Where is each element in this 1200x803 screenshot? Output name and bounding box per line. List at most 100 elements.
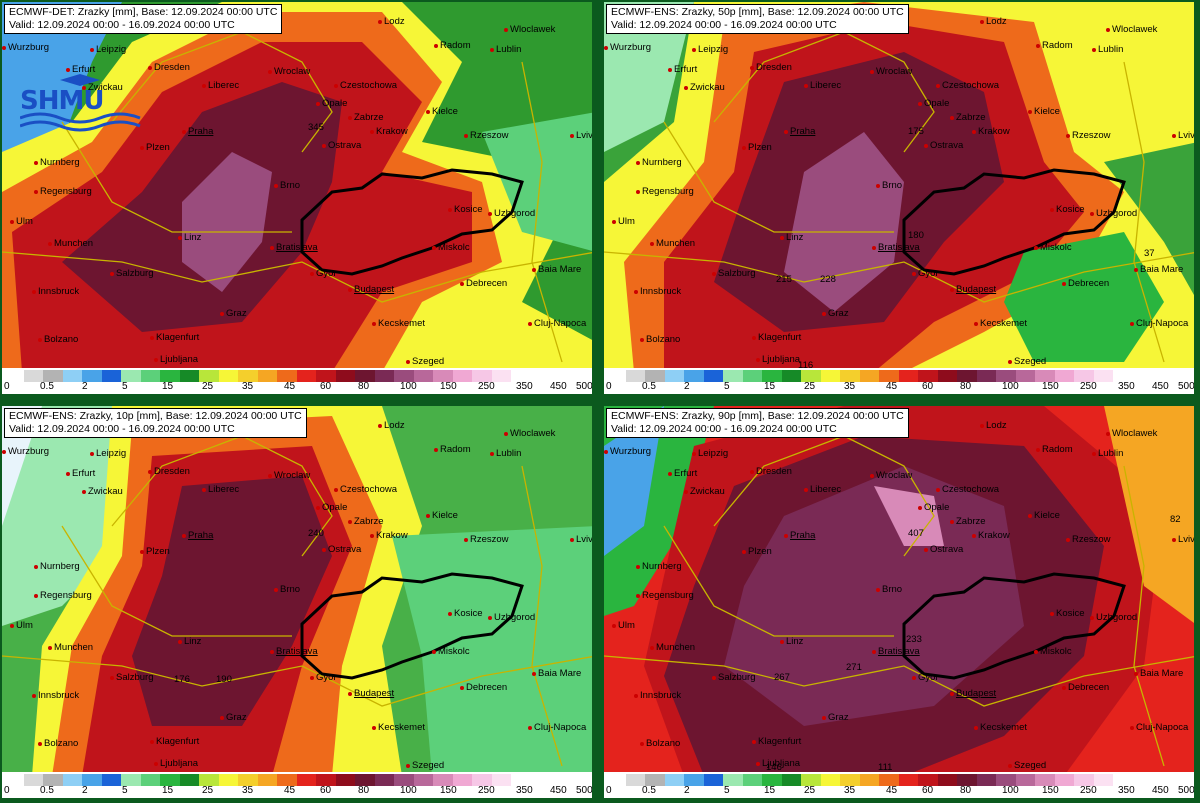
- city-label: Innsbruck: [31, 690, 80, 701]
- city-label: Uzhgorod: [487, 208, 536, 219]
- legend-swatch: [335, 774, 355, 786]
- city-label: Klagenfurt: [149, 332, 200, 343]
- legend-swatch: [664, 774, 684, 786]
- legend-swatch: [645, 774, 665, 786]
- max-value-label: 111: [878, 762, 893, 773]
- city-label: Zwickau: [684, 486, 725, 497]
- city-label: Szeged: [405, 356, 445, 367]
- legend-swatch: [433, 774, 453, 786]
- map-header: ECMWF-DET: Zrazky [mm], Base: 12.09.2024…: [4, 4, 283, 34]
- legend-colorbar: [606, 774, 1133, 786]
- legend-swatch: [511, 774, 531, 786]
- legend-swatch: [23, 774, 43, 786]
- city-label: Szeged: [405, 760, 445, 771]
- legend-swatch: [374, 774, 394, 786]
- legend-label: 150: [1042, 785, 1059, 796]
- city-label: Czestochowa: [333, 484, 398, 495]
- legend-swatch: [879, 774, 899, 786]
- city-label: Krakow: [370, 126, 408, 137]
- legend-label: 100: [400, 785, 417, 796]
- legend-swatch: [296, 774, 316, 786]
- city-label: Klagenfurt: [149, 736, 200, 747]
- city-label: Ljubljana: [153, 354, 199, 365]
- legend-swatch: [820, 774, 840, 786]
- legend-label: 45: [886, 381, 898, 392]
- legend-swatch: [1074, 370, 1094, 382]
- legend-label: 0.5: [642, 785, 656, 796]
- city-label: Liberec: [201, 484, 240, 495]
- legend-swatch: [472, 774, 492, 786]
- city-label: Erfurt: [65, 468, 96, 479]
- legend-label: 250: [1080, 785, 1097, 796]
- city-label: Brno: [273, 584, 301, 595]
- city-label: Ljubljana: [755, 758, 801, 769]
- city-label: Baia Mare: [1133, 668, 1184, 679]
- city-label: Salzburg: [110, 672, 154, 683]
- city-label: Cluj-Napoca: [1129, 318, 1189, 329]
- legend-swatch: [82, 370, 102, 382]
- city-label: Gyor: [912, 268, 939, 279]
- legend-swatch: [957, 774, 977, 786]
- city-label: Kielce: [1028, 106, 1060, 117]
- legend-label: 350: [1118, 785, 1135, 796]
- city-label: Ljubljana: [153, 758, 199, 769]
- legend-swatch: [801, 774, 821, 786]
- legend-swatch: [1015, 370, 1035, 382]
- legend-swatch: [238, 370, 258, 382]
- city-label: Brno: [875, 180, 903, 191]
- city-label: Kielce: [426, 106, 458, 117]
- city-label: Baia Mare: [531, 668, 582, 679]
- legend-swatch: [1015, 774, 1035, 786]
- legend-label: 5: [724, 785, 730, 796]
- map-header: ECMWF-ENS: Zrazky, 90p [mm], Base: 12.09…: [606, 408, 909, 438]
- city-label: Salzburg: [110, 268, 154, 279]
- legend-swatch: [199, 774, 219, 786]
- city-label: Gyor: [912, 672, 939, 683]
- city-label: Ulm: [10, 620, 33, 631]
- city-label: Debrecen: [1061, 278, 1110, 289]
- city-label: Ulm: [612, 216, 635, 227]
- city-label: Leipzig: [89, 44, 127, 55]
- legend-label: 25: [202, 785, 214, 796]
- city-label: Wurzburg: [2, 446, 50, 457]
- precipitation-map: [604, 2, 1194, 372]
- city-label: Zabrze: [348, 516, 384, 527]
- legend-swatch: [160, 370, 180, 382]
- legend-label: 450: [1152, 785, 1169, 796]
- city-label: Erfurt: [667, 468, 698, 479]
- map-title: ECMWF-ENS: Zrazky, 90p [mm], Base: 12.09…: [611, 410, 904, 422]
- legend-swatch: [4, 774, 24, 786]
- legend-colorbar: [606, 370, 1133, 382]
- city-label: Regensburg: [636, 590, 694, 601]
- legend-swatch: [723, 370, 743, 382]
- legend-swatch: [452, 370, 472, 382]
- city-label: Plzen: [140, 546, 170, 557]
- legend-label: 0: [4, 381, 10, 392]
- city-label: Rzeszow: [1066, 130, 1111, 141]
- legend-label: 35: [844, 381, 856, 392]
- city-label: Rzeszow: [1066, 534, 1111, 545]
- city-label: Bratislava: [872, 242, 920, 253]
- city-label: Munchen: [649, 238, 696, 249]
- city-label: Debrecen: [1061, 682, 1110, 693]
- city-label: Kecskemet: [974, 722, 1027, 733]
- legend-label: 0.5: [40, 381, 54, 392]
- legend-swatch: [762, 774, 782, 786]
- city-label: Regensburg: [34, 186, 92, 197]
- city-label: Liberec: [201, 80, 240, 91]
- city-label: Lviv: [1172, 130, 1195, 141]
- legend-label: 500: [1178, 381, 1195, 392]
- city-label: Lodz: [378, 16, 405, 27]
- city-label: Opale: [917, 98, 950, 109]
- city-label: Rzeszow: [464, 534, 509, 545]
- city-label: Radom: [1036, 444, 1073, 455]
- city-label: Radom: [434, 40, 471, 51]
- legend-swatch: [277, 774, 297, 786]
- city-label: Opale: [917, 502, 950, 513]
- legend-label: 45: [284, 381, 296, 392]
- city-label: Linz: [779, 232, 804, 243]
- legend-swatch: [801, 370, 821, 382]
- city-label: Innsbruck: [633, 286, 682, 297]
- legend-label: 450: [550, 785, 567, 796]
- city-label: Uzhgorod: [1089, 612, 1138, 623]
